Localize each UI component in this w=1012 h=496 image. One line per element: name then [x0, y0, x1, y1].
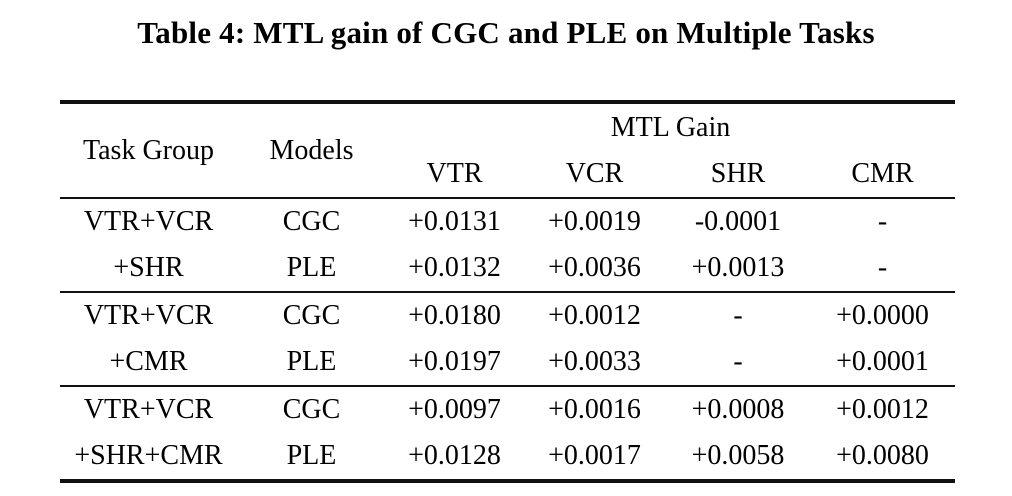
- gain-value-cell: +0.0008: [691, 394, 785, 425]
- gain-value-cell: +0.0058: [691, 440, 785, 471]
- task-group-section: VTR+VCR CGC +0.0131 +0.0019 -0.0001- +SHR PLE +…: [60, 198, 955, 292]
- gain-value-cell: +0.0033: [548, 346, 641, 377]
- gain-value-cell: +0.0001: [836, 346, 929, 377]
- header-row-metrics: VTR VCR SHR CMR: [60, 151, 955, 198]
- gain-value-cell: +0.0012: [836, 394, 929, 425]
- table-caption: Table 4: MTL gain of CGC and PLE on Mult…: [137, 15, 875, 50]
- gain-value-cell: -: [733, 346, 743, 377]
- gain-value-cell: +0.0017: [548, 440, 641, 471]
- col-header-shr: SHR: [710, 158, 766, 189]
- gain-value-cell: +0.0180: [408, 300, 501, 331]
- table-row: +SHR+CMR PLE +0.0128 +0.0017 +0.0058 +0.0080: [60, 433, 955, 481]
- model-cell: CGC: [282, 206, 341, 237]
- model-cell: PLE: [286, 346, 337, 377]
- gain-value-cell: -: [877, 206, 888, 237]
- model-cell: CGC: [282, 300, 341, 331]
- gain-value-cell: +0.0000: [836, 300, 929, 331]
- mtl-gain-table: Task Group Models MTL Gain VTR VCR SHR C…: [60, 100, 955, 483]
- gain-value-cell: -: [733, 300, 743, 331]
- gain-value-cell: +0.0097: [408, 394, 501, 425]
- model-cell: CGC: [282, 394, 341, 425]
- task-group-cell: VTR+VCR: [83, 206, 214, 237]
- gain-value-cell: +0.0131: [408, 206, 501, 237]
- gain-value-cell: +0.0036: [548, 252, 641, 283]
- col-header-vtr: VTR: [426, 158, 483, 189]
- task-group-cell: VTR+VCR: [83, 300, 214, 331]
- gain-value-cell: +0.0013: [691, 252, 785, 283]
- col-header-mtl-gain: MTL Gain: [610, 111, 731, 143]
- gain-value-cell: +0.0016: [548, 394, 641, 425]
- table-row: +CMR PLE +0.0197 +0.0033 - +0.0001: [60, 339, 955, 386]
- model-cell: PLE: [286, 252, 337, 283]
- task-group-cell: +CMR: [109, 346, 188, 377]
- task-group-section: VTR+VCR CGC +0.0097 +0.0016 +0.0008 +0.0012 +S…: [60, 386, 955, 481]
- table-header: Task Group Models MTL Gain VTR VCR SHR C…: [60, 102, 955, 198]
- col-header-task-group: Task Group: [82, 134, 215, 166]
- gain-value-cell: -: [877, 252, 888, 283]
- task-group-cell: +SHR: [113, 252, 184, 283]
- table-row: VTR+VCR CGC +0.0097 +0.0016 +0.0008 +0.0012: [60, 386, 955, 433]
- header-row-span: Task Group Models MTL Gain: [60, 102, 955, 166]
- col-header-models: Models: [269, 134, 354, 166]
- gain-value-cell: +0.0197: [408, 346, 501, 377]
- gain-value-cell: +0.0132: [408, 252, 501, 283]
- task-group-section: VTR+VCR CGC +0.0180 +0.0012- +0.0000 +CMR PLE +…: [60, 292, 955, 386]
- task-group-cell: +SHR+CMR: [74, 440, 223, 471]
- gain-value-cell: +0.0019: [548, 206, 641, 237]
- col-header-vcr: VCR: [565, 158, 624, 189]
- gain-value-cell: +0.0012: [548, 300, 641, 331]
- table-row: VTR+VCR CGC +0.0131 +0.0019 -0.0001 -: [60, 198, 955, 245]
- gain-value-cell: +0.0080: [836, 440, 929, 471]
- gain-value-cell: -0.0001: [694, 206, 782, 237]
- model-cell: PLE: [286, 440, 337, 471]
- gain-value-cell: +0.0128: [408, 440, 501, 471]
- table-row: +SHR PLE +0.0132 +0.0036 +0.0013 -: [60, 245, 955, 292]
- col-header-cmr: CMR: [851, 158, 914, 189]
- table-row: VTR+VCR CGC +0.0180 +0.0012 - +0.0000: [60, 292, 955, 339]
- task-group-cell: VTR+VCR: [83, 394, 214, 425]
